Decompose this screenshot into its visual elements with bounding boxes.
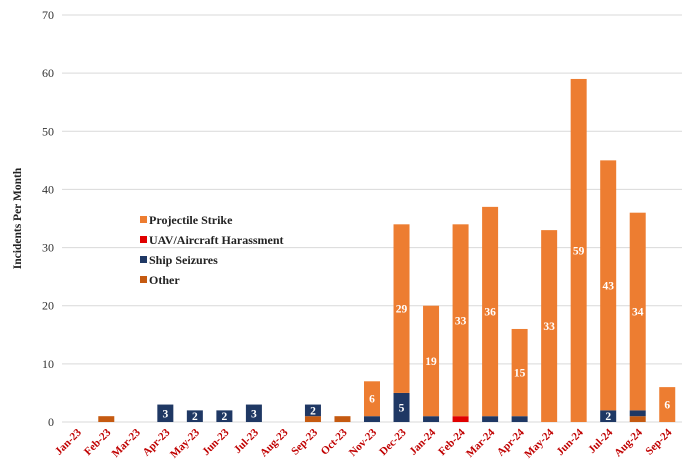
x-tick-label: Aug-23 [258,426,291,459]
legend-label-ship-seizures: Ship Seizures [149,253,218,267]
x-tick-label: Aug-24 [612,426,645,459]
bar-ship-seizures-nov-23 [364,416,380,422]
x-tick-label: Mar-24 [464,426,498,460]
data-label-may-23: 2 [192,411,198,423]
gridlines [62,14,682,423]
bar-ship-seizures-jun-23 [216,410,233,422]
x-tick-label: Jan-23 [53,426,84,457]
data-labels: 3 2 2 3 2 5 2 6 29 19 33 36 15 33 59 43 34 6 [162,245,670,423]
legend-label-uav-aircraft-harassment: UAV/Aircraft Harassment [149,233,284,247]
x-tick-label: Mar-23 [110,426,144,460]
bar-ship-seizures-sep-23 [304,404,321,417]
data-label-aug-24: 34 [632,307,644,319]
x-tick-label: Feb-23 [82,426,114,458]
bar-other-oct-23 [334,416,351,422]
bar-other-feb-23 [98,416,115,422]
y-tick-label: 10 [42,357,54,371]
bar-ship-seizures-jan-24 [423,416,440,422]
y-tick-label: 40 [42,182,54,196]
x-tick-label: Sep-23 [289,426,320,457]
data-label-mar-24: 36 [484,307,496,319]
bar-projectile-strike-dec-23 [393,224,410,393]
y-tick-label: 20 [42,299,54,313]
y-tick-label: 60 [42,66,54,80]
data-label-jun-23: 2 [222,411,228,423]
x-tick-label: Jun-23 [200,426,232,458]
data-label-jul-24: 2 [605,411,611,423]
bar-projectile-strike-nov-23 [364,381,380,417]
y-tick-label: 30 [42,241,54,255]
x-tick-label: Dec-23 [377,426,409,458]
data-label-feb-24: 33 [455,315,467,327]
x-tick-label: Jan-24 [407,426,438,457]
bar-projectile-strike-jul-24 [600,160,617,411]
bar-ship-seizures-mar-24 [482,416,499,422]
x-tick-label: Oct-23 [319,426,350,457]
legend-swatch-other [140,276,147,283]
data-label-dec-23: 29 [396,304,408,316]
y-tick-label: 50 [42,124,54,138]
bar-ship-seizures-dec-23 [393,392,410,422]
legend-label-projectile-strike: Projectile Strike [149,213,233,227]
x-tick-label: Jul-23 [232,426,262,456]
bar-ship-seizures-aug-24 [629,410,646,417]
bar-uav-aircraft-harassment-feb-24 [452,416,469,422]
x-tick-label: Apr-23 [140,426,172,458]
legend-swatch-ship-seizures [140,256,147,263]
legend-swatch-projectile-strike [140,216,147,223]
bar-ship-seizures-jul-23 [245,404,262,422]
bar-projectile-strike-jun-24 [570,78,587,422]
x-tick-label: Jul-24 [586,426,616,456]
bar-projectile-strike-mar-24 [482,206,499,417]
x-tick-label: Apr-24 [495,426,527,458]
x-tick-label: Sep-24 [643,426,674,457]
x-tick-label: Feb-24 [436,426,468,458]
legend: Projectile Strike UAV/Aircraft Harassment… [140,213,284,287]
data-label-sep-23: 2 [310,405,316,417]
bar-ship-seizures-may-23 [186,410,203,422]
bar-projectile-strike-aug-24 [629,212,646,411]
bar-other-aug-24 [629,416,646,422]
data-label-apr-23: 3 [162,408,168,420]
x-tick-label: May-24 [522,426,556,460]
legend-label-other: Other [149,273,180,287]
bar-ship-seizures-apr-23 [157,404,174,422]
bar-projectile-strike-jan-24 [423,305,440,417]
data-label-apr-24: 15 [514,368,526,380]
y-axis-ticks: 0 10 20 30 40 50 60 70 [42,8,54,429]
data-label-may-24: 33 [543,321,555,333]
x-tick-label: May-23 [168,426,202,460]
bar-projectile-strike-sep-24 [659,387,676,422]
bar-projectile-strike-feb-24 [452,224,469,417]
data-label-nov-23: 6 [369,394,375,406]
data-label-jan-24: 19 [425,356,437,368]
bar-ship-seizures-apr-24 [511,416,528,422]
bar-ship-seizures-jul-24 [600,410,617,422]
x-tick-label: Nov-23 [347,426,380,459]
y-axis-label: Incidents Per Month [12,167,24,269]
data-label-jul-24: 43 [602,280,614,292]
bar-projectile-strike-may-24 [541,230,558,422]
data-label-jun-24: 59 [573,245,585,257]
data-label-dec-23: 5 [399,402,405,414]
x-tick-label: Jun-24 [554,426,586,458]
y-tick-label: 0 [48,415,54,429]
y-tick-label: 70 [42,8,54,22]
data-label-sep-24: 6 [664,400,670,412]
bar-projectile-strike-apr-24 [511,328,528,417]
bar-other-sep-23 [304,416,321,422]
data-label-jul-23: 3 [251,408,257,420]
bars [98,78,676,422]
legend-swatch-uav-aircraft-harassment [140,236,147,243]
